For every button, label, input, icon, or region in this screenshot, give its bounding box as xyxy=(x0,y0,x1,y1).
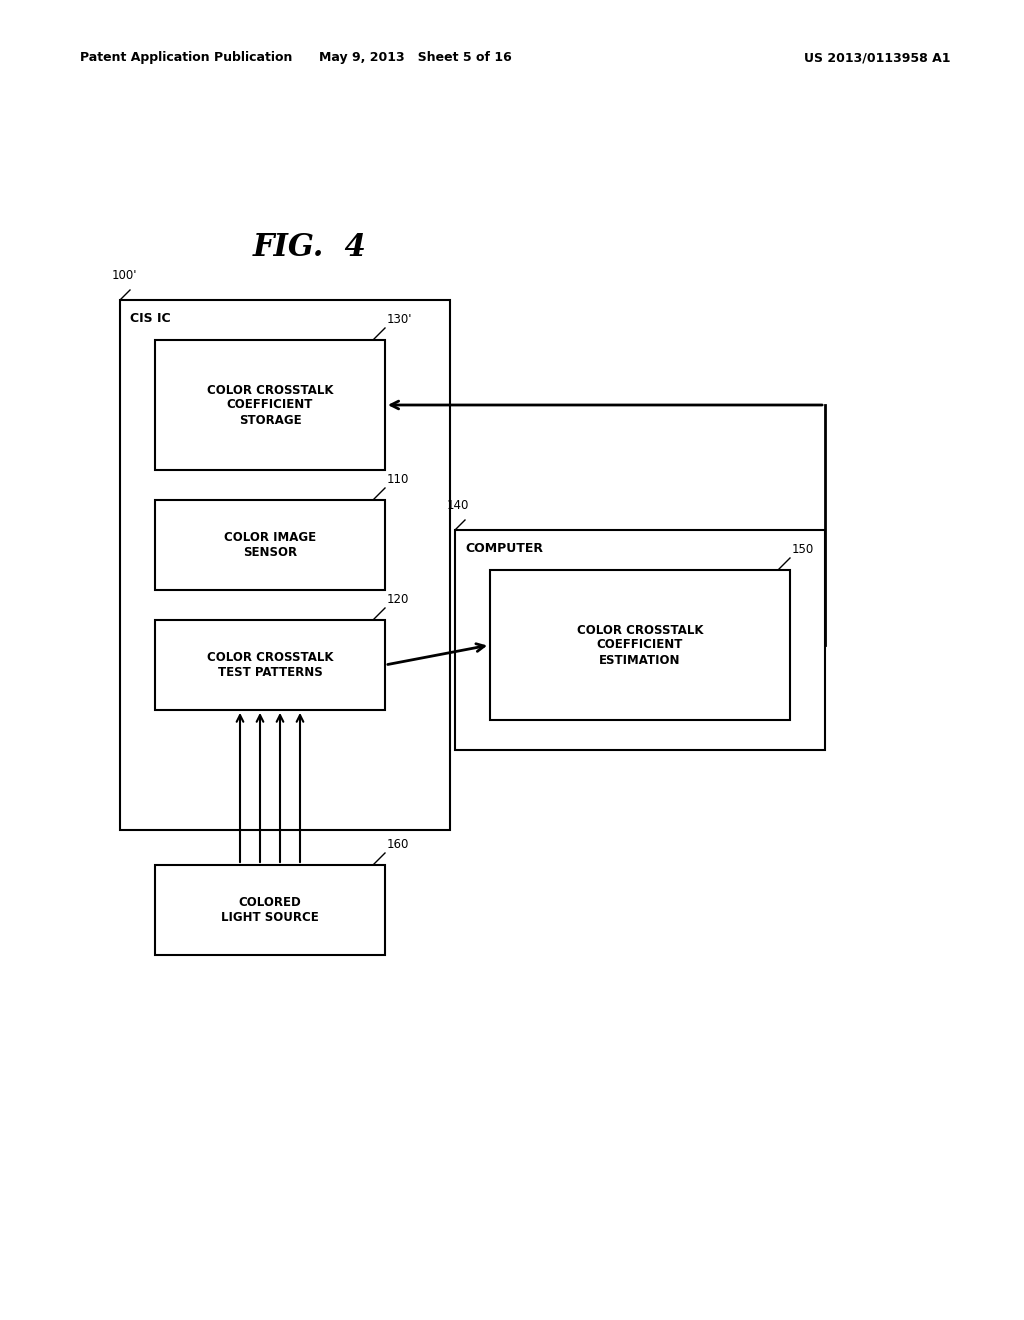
Text: COLOR CROSSTALK
COEFFICIENT
STORAGE: COLOR CROSSTALK COEFFICIENT STORAGE xyxy=(207,384,333,426)
Text: US 2013/0113958 A1: US 2013/0113958 A1 xyxy=(804,51,950,65)
Text: Patent Application Publication: Patent Application Publication xyxy=(80,51,293,65)
Text: CIS IC: CIS IC xyxy=(130,312,171,325)
Bar xyxy=(490,570,790,719)
Text: May 9, 2013   Sheet 5 of 16: May 9, 2013 Sheet 5 of 16 xyxy=(318,51,511,65)
Text: 110: 110 xyxy=(387,473,410,486)
Bar xyxy=(155,500,385,590)
Text: COLOR CROSSTALK
COEFFICIENT
ESTIMATION: COLOR CROSSTALK COEFFICIENT ESTIMATION xyxy=(577,623,703,667)
Text: COMPUTER: COMPUTER xyxy=(465,541,543,554)
Bar xyxy=(455,531,825,750)
Text: 100': 100' xyxy=(112,269,137,282)
Text: FIG.  4: FIG. 4 xyxy=(253,232,367,264)
Bar xyxy=(155,620,385,710)
Bar xyxy=(155,865,385,954)
Text: 160: 160 xyxy=(387,838,410,851)
Text: 150: 150 xyxy=(792,543,814,556)
Text: COLOR CROSSTALK
TEST PATTERNS: COLOR CROSSTALK TEST PATTERNS xyxy=(207,651,333,678)
Text: 140: 140 xyxy=(447,499,469,512)
Text: 120: 120 xyxy=(387,593,410,606)
Bar xyxy=(120,300,450,830)
Text: 130': 130' xyxy=(387,313,413,326)
Text: COLORED
LIGHT SOURCE: COLORED LIGHT SOURCE xyxy=(221,896,318,924)
Text: COLOR IMAGE
SENSOR: COLOR IMAGE SENSOR xyxy=(224,531,316,558)
Bar xyxy=(155,341,385,470)
